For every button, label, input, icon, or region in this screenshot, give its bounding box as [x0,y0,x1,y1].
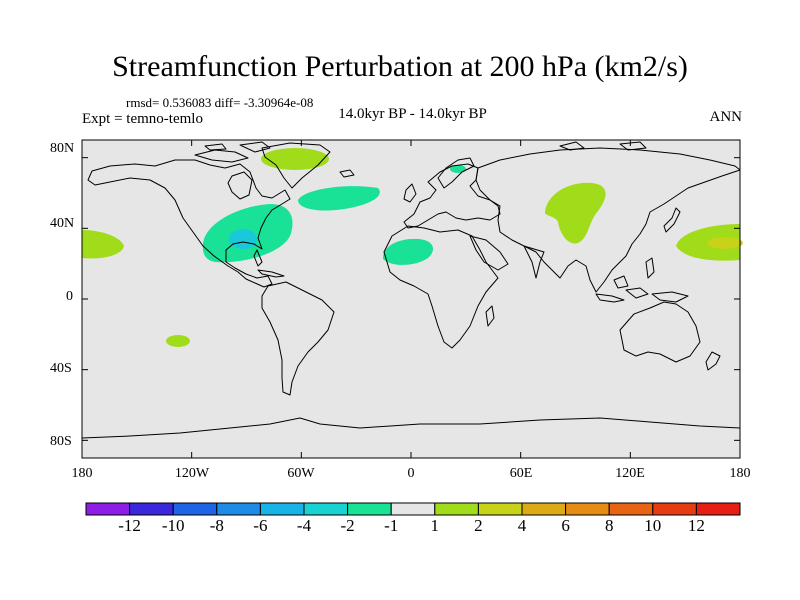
colorbar-label: -2 [340,516,355,535]
colorbar-swatch [172,502,218,516]
coast-north-america [87,159,291,288]
lat-tick-label: 80S [50,434,72,449]
coast-europe [403,163,501,229]
colorbar-label: 8 [604,516,614,535]
colorbar-label: -4 [296,516,312,535]
stats-line: rmsd= 0.536083 diff= -3.30964e-08 [126,95,314,110]
coast-asia [475,147,741,293]
colorbar-swatch [565,502,610,516]
colorbar-swatch [477,502,523,516]
coast-philippines [645,257,655,279]
coast-hudson-bay [227,171,253,200]
anomaly-contours [82,148,743,347]
ocean-background [82,140,740,458]
coast-florida [253,249,263,267]
lon-tick-label: 180 [729,466,751,481]
coast-siberian-islands [559,141,647,151]
anomaly-nw-pacific-core [707,237,743,249]
coast-antarctica [81,417,741,439]
colorbar-label: 6 [561,516,570,535]
lon-tick-label: 180 [71,466,93,481]
colorbar-label: -6 [253,516,268,535]
colorbar [85,502,741,516]
coast-scandinavia [437,157,475,189]
colorbar-swatch [259,502,305,516]
coast-indonesia [595,275,689,303]
lat-tick-label: 80N [50,141,75,156]
colorbar-label: 12 [687,516,705,535]
colorbar-label: 1 [430,516,440,535]
colorbar-label: 10 [644,516,662,535]
lon-tick-label: 120W [174,466,210,481]
coast-iceland [339,169,355,178]
colorbar-swatch [608,502,654,516]
colorbar-swatch [347,502,392,516]
anomaly-scandinavia [450,165,466,173]
colorbar-swatch [695,502,741,516]
coast-britain [403,183,417,203]
colorbar-swatch [521,502,567,516]
coast-australia [619,301,701,363]
colorbar-label: -12 [118,516,141,535]
colorbar-swatch [303,502,349,516]
lon-tick-label: 120E [615,466,645,481]
colorbar-swatch [652,502,697,516]
anomaly-eastern-us-core [229,229,257,249]
coast-madagascar [485,305,495,327]
coast-arctic-islands [194,141,271,163]
colorbar-swatch [434,502,479,516]
colorbar-swatch [85,502,131,516]
anomaly-north-africa [382,238,434,265]
colorbar-label: 2 [474,516,483,535]
anomaly-south-pacific [166,335,190,347]
lat-tick-label: 0 [66,289,73,304]
lon-tick-label: 60W [287,466,315,481]
colorbar-label: 4 [517,516,527,535]
anomaly-ne-pacific [82,230,124,259]
colorbar-swatch [216,502,261,516]
colorbar-label: -8 [209,516,224,535]
anomaly-central-asia [544,182,606,244]
lat-tick-label: 40N [50,216,75,231]
lat-tick-label: 40S [50,361,72,376]
period-label: 14.0kyr BP - 14.0kyr BP [338,106,487,122]
experiment-label: Expt = temno-temlo [82,111,203,127]
coast-africa [383,225,499,349]
anomaly-north-atlantic [298,186,380,211]
colorbar-swatch [390,502,436,516]
colorbar-label: -10 [161,516,185,535]
coast-japan [663,207,681,233]
coast-india [523,245,545,279]
coast-arabia [469,235,509,271]
colorbar-label: -1 [384,516,399,535]
coast-south-america [261,281,335,396]
colorbar-swatch [129,502,174,516]
anomaly-greenland [261,148,329,170]
lon-tick-label: 0 [407,466,415,481]
coast-greenland [261,142,331,189]
coastlines [81,141,741,439]
coast-new-zealand [705,351,721,371]
coast-caribbean [257,269,285,278]
axis-ticks [81,140,741,458]
plot-title: Streamfunction Perturbation at 200 hPa (… [112,50,688,83]
lon-tick-label: 60E [509,466,533,481]
season-label: ANN [709,109,743,125]
